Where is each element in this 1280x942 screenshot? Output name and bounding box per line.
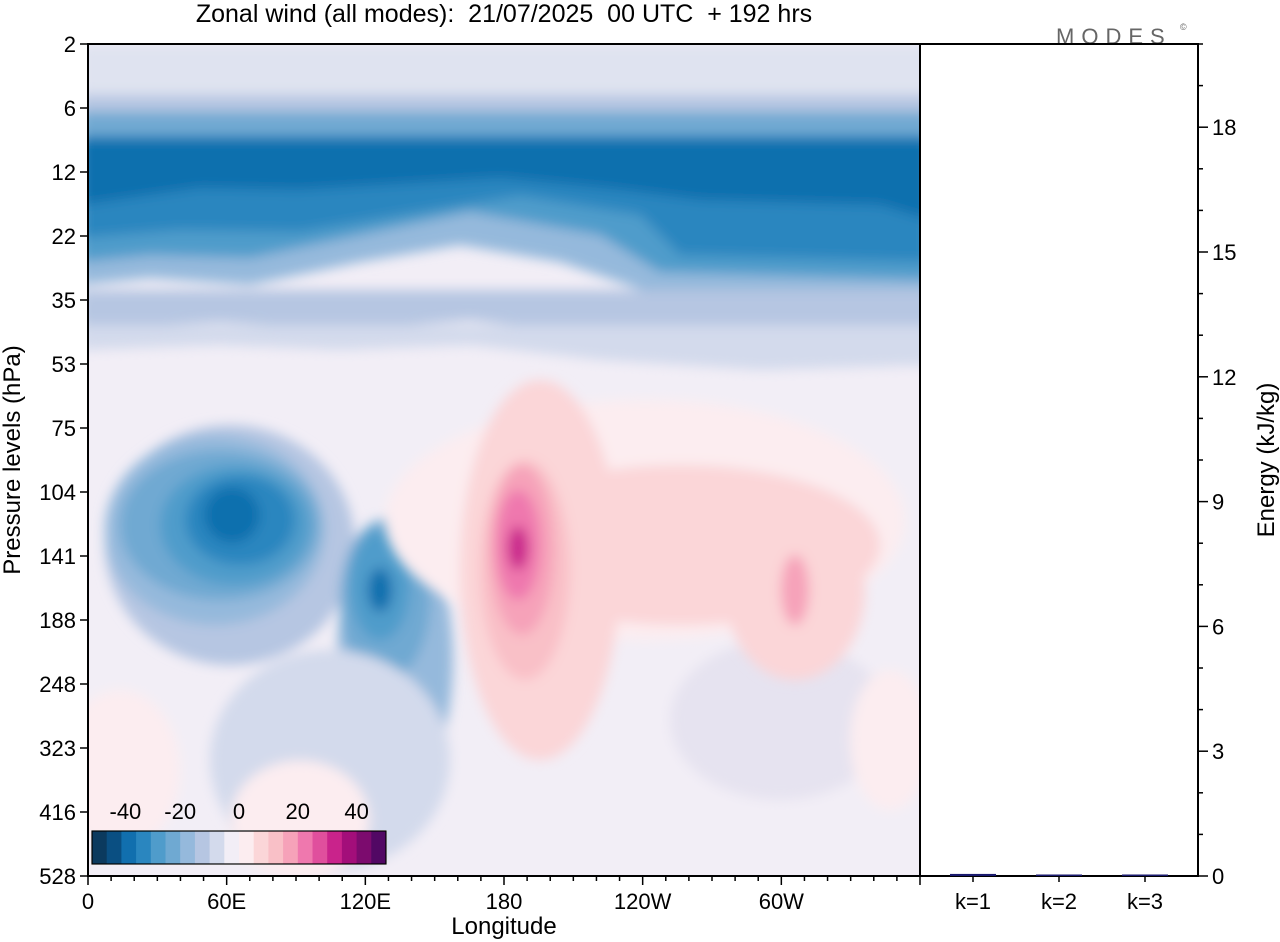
y-tick-label: 248: [39, 672, 76, 697]
y-tick-label: 6: [64, 96, 76, 121]
colorbar-swatch: [356, 831, 372, 864]
x-tick-label: 120W: [614, 889, 672, 914]
colorbar-swatch: [136, 831, 152, 864]
energy-bars: k=1 k=2 k=3: [950, 873, 1168, 914]
colorbar-tick-label: 0: [233, 799, 245, 824]
y-tick-label: 323: [39, 736, 76, 761]
y-tick-label: 53: [52, 352, 76, 377]
colorbar-swatch: [92, 831, 108, 864]
energy-axis: 0 3 6 9 12 15 18: [1198, 43, 1236, 889]
heatmap-panel: [87, 43, 921, 877]
colorbar-swatch: [209, 831, 225, 864]
x-tick-label: 0: [82, 889, 94, 914]
y-tick-label: 416: [39, 800, 76, 825]
colorbar-swatch: [371, 831, 387, 864]
energy-tick-label: 12: [1212, 365, 1236, 390]
x-tick-label: 60E: [207, 889, 246, 914]
energy-category-label: k=3: [1127, 889, 1163, 914]
energy-category-label: k=2: [1041, 889, 1077, 914]
y-tick-label: 12: [52, 160, 76, 185]
colorbar-swatch: [239, 831, 255, 864]
colorbar-swatch: [180, 831, 196, 864]
energy-axis-label: Energy (kJ/kg): [1253, 383, 1280, 538]
y-tick-label: 75: [52, 416, 76, 441]
colorbar-tick-label: 20: [286, 799, 310, 824]
colorbar-swatch: [297, 831, 313, 864]
y-tick-label: 188: [39, 608, 76, 633]
colorbar-tick-label: -20: [164, 799, 196, 824]
energy-tick-label: 9: [1212, 490, 1224, 515]
energy-bar: [1122, 874, 1168, 876]
x-tick-label: 60W: [759, 889, 804, 914]
colorbar-swatch: [150, 831, 166, 864]
x-tick-label: 120E: [340, 889, 391, 914]
energy-tick-label: 18: [1212, 115, 1236, 140]
colorbar-tick-label: -40: [110, 799, 142, 824]
colorbar-swatch: [268, 831, 284, 864]
y-axis-label: Pressure levels (hPa): [0, 345, 26, 574]
y-tick-label: 22: [52, 224, 76, 249]
colorbar-swatch: [312, 831, 328, 864]
energy-bar: [950, 873, 996, 876]
energy-category-label: k=1: [955, 889, 991, 914]
colorbar-swatch: [327, 831, 343, 864]
x-axis: 0 60E 120E 180 120W 60W: [82, 876, 921, 914]
modes-logo-mark: ©: [1180, 22, 1187, 32]
energy-bar: [1036, 874, 1082, 876]
y-tick-label: 528: [39, 864, 76, 889]
colorbar-swatch: [165, 831, 181, 864]
colorbar-frame: [91, 830, 387, 865]
energy-tick-label: 15: [1212, 240, 1236, 265]
energy-panel: [919, 43, 1199, 877]
colorbar-swatch: [283, 831, 299, 864]
colorbar-swatch: [121, 831, 137, 864]
colorbar-swatch: [224, 831, 240, 864]
y-tick-label: 35: [52, 288, 76, 313]
colorbar-swatch: [106, 831, 122, 864]
energy-tick-label: 3: [1212, 739, 1224, 764]
colorbar-tick-label: 40: [344, 799, 368, 824]
colorbar-swatch: [341, 831, 358, 864]
colorbar-swatch: [194, 831, 211, 864]
chart-title: Zonal wind (all modes): 21/07/2025 00 UT…: [196, 0, 812, 28]
energy-tick-label: 0: [1212, 864, 1224, 889]
x-tick-label: 180: [486, 889, 523, 914]
colorbar-swatch: [253, 831, 269, 864]
heatmap-field: [88, 44, 920, 876]
y-tick-label: 104: [39, 480, 76, 505]
colorbar: -40 -20 0 20 40: [91, 799, 387, 865]
y-axis: 2 6 12 22 35 53 75 104 141 188 248 323 416 528: [39, 32, 88, 889]
energy-tick-label: 6: [1212, 614, 1224, 639]
y-tick-label: 141: [39, 544, 76, 569]
y-tick-label: 2: [64, 32, 76, 57]
x-axis-label: Longitude: [451, 913, 556, 940]
